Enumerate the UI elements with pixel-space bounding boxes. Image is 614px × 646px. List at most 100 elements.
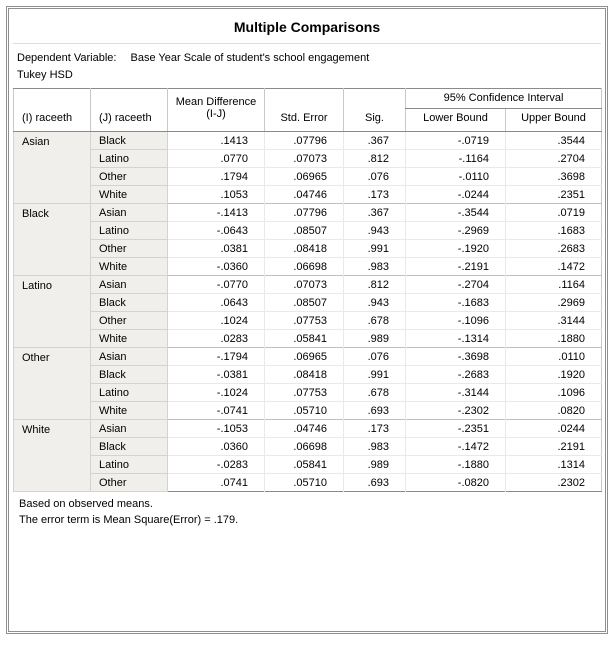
j-raceeth-cell: Asian xyxy=(90,275,168,294)
table-row: Other .0381.08418.991 -.1920.2683 xyxy=(14,239,602,258)
std-error-cell: .06965 xyxy=(264,347,344,366)
upper-bound-cell: .1096 xyxy=(504,383,602,402)
col-header-mean-difference: Mean Difference (I-J) xyxy=(167,88,265,132)
sig-cell: .076 xyxy=(343,167,406,186)
lower-bound-cell: -.3544 xyxy=(405,203,506,222)
dependent-variable-label: Dependent Variable: xyxy=(17,52,117,64)
j-raceeth-cell: White xyxy=(90,329,168,348)
mean-difference-cell: -.0381 xyxy=(167,365,265,384)
sig-cell: .367 xyxy=(343,203,406,222)
lower-bound-cell: -.0244 xyxy=(405,185,506,204)
j-raceeth-cell: Latino xyxy=(90,221,168,240)
j-raceeth-cell: Asian xyxy=(90,203,168,222)
std-error-cell: .07796 xyxy=(264,203,344,222)
table-row: Other .1024.07753.678 -.1096.3144 xyxy=(14,311,602,330)
upper-bound-cell: .3544 xyxy=(504,131,602,150)
lower-bound-cell: -.1920 xyxy=(405,239,506,258)
upper-bound-cell: .2351 xyxy=(504,185,602,204)
upper-bound-cell: .0719 xyxy=(504,203,602,222)
table-row: Other .0741.05710.693 -.0820.2302 xyxy=(14,473,602,492)
col-header-sig: Sig. xyxy=(343,88,406,132)
sig-cell: .678 xyxy=(343,383,406,402)
std-error-cell: .08418 xyxy=(264,365,344,384)
sig-cell: .812 xyxy=(343,149,406,168)
col-header-lower-bound: Lower Bound xyxy=(405,108,506,132)
col-header-upper-bound: Upper Bound xyxy=(504,108,602,132)
j-raceeth-cell: White xyxy=(90,401,168,420)
std-error-cell: .07753 xyxy=(264,383,344,402)
j-raceeth-cell: White xyxy=(90,185,168,204)
std-error-cell: .04746 xyxy=(264,185,344,204)
lower-bound-cell: -.2683 xyxy=(405,365,506,384)
dependent-variable-line: Dependent Variable: Base Year Scale of st… xyxy=(13,44,601,66)
mean-difference-cell: .1024 xyxy=(167,311,265,330)
table-row: Latino -.0643.08507.943 -.2969.1683 xyxy=(14,221,602,240)
j-raceeth-cell: Black xyxy=(90,365,168,384)
mean-difference-cell: .1794 xyxy=(167,167,265,186)
j-raceeth-cell: Latino xyxy=(90,455,168,474)
i-raceeth-cell: Latino xyxy=(13,275,91,348)
std-error-cell: .07073 xyxy=(264,275,344,294)
j-raceeth-cell: Latino xyxy=(90,383,168,402)
sig-cell: .983 xyxy=(343,257,406,276)
j-raceeth-cell: White xyxy=(90,257,168,276)
mean-difference-cell: .0283 xyxy=(167,329,265,348)
j-raceeth-cell: Other xyxy=(90,167,168,186)
table-title: Multiple Comparisons xyxy=(13,9,601,44)
std-error-cell: .07753 xyxy=(264,311,344,330)
mean-difference-cell: .0741 xyxy=(167,473,265,492)
mean-difference-cell: -.0360 xyxy=(167,257,265,276)
lower-bound-cell: -.0110 xyxy=(405,167,506,186)
upper-bound-cell: .3698 xyxy=(504,167,602,186)
i-raceeth-cell: White xyxy=(13,419,91,492)
col-header-confidence-interval: 95% Confidence Interval xyxy=(404,88,602,109)
std-error-cell: .08507 xyxy=(264,221,344,240)
upper-bound-cell: .0110 xyxy=(504,347,602,366)
upper-bound-cell: .2191 xyxy=(504,437,602,456)
table-row: Other Asian -.1794.06965.076 -.3698.0110 xyxy=(13,347,602,420)
table-row: White Asian -.1053.04746.173 -.2351.0244 xyxy=(13,419,602,492)
i-raceeth-cell: Other xyxy=(13,347,91,420)
std-error-cell: .07073 xyxy=(264,149,344,168)
table-row: White -.0360.06698.983 -.2191.1472 xyxy=(14,257,602,276)
sig-cell: .693 xyxy=(343,473,406,492)
lower-bound-cell: -.0719 xyxy=(405,131,506,150)
mean-difference-cell: -.0741 xyxy=(167,401,265,420)
lower-bound-cell: -.1880 xyxy=(405,455,506,474)
sig-cell: .991 xyxy=(343,365,406,384)
lower-bound-cell: -.1314 xyxy=(405,329,506,348)
j-raceeth-cell: Asian xyxy=(90,347,168,366)
lower-bound-cell: -.2969 xyxy=(405,221,506,240)
j-raceeth-cell: Latino xyxy=(90,149,168,168)
mean-difference-cell: .1053 xyxy=(167,185,265,204)
sig-cell: .173 xyxy=(343,185,406,204)
multiple-comparisons-table: (I) raceeth (J) raceeth Mean Difference … xyxy=(13,88,603,492)
upper-bound-cell: .1880 xyxy=(504,329,602,348)
std-error-cell: .06698 xyxy=(264,437,344,456)
mean-difference-cell: -.0770 xyxy=(167,275,265,294)
table-header: (I) raceeth (J) raceeth Mean Difference … xyxy=(13,88,602,132)
sig-cell: .173 xyxy=(343,419,406,438)
spss-output-frame: Multiple Comparisons Dependent Variable:… xyxy=(6,6,608,634)
mean-difference-cell: -.0283 xyxy=(167,455,265,474)
std-error-cell: .04746 xyxy=(264,419,344,438)
method-label: Tukey HSD xyxy=(17,69,73,81)
mean-difference-cell: -.1413 xyxy=(167,203,265,222)
std-error-cell: .08507 xyxy=(264,293,344,312)
std-error-cell: .06698 xyxy=(264,257,344,276)
mean-difference-cell: .0381 xyxy=(167,239,265,258)
table-row: Latino -.0283.05841.989 -.1880.1314 xyxy=(14,455,602,474)
mean-difference-cell: .1413 xyxy=(167,131,265,150)
col-header-std-error: Std. Error xyxy=(264,88,344,132)
mean-difference-cell: -.1794 xyxy=(167,347,265,366)
j-raceeth-cell: Other xyxy=(90,311,168,330)
upper-bound-cell: .1683 xyxy=(504,221,602,240)
mean-difference-cell: -.1053 xyxy=(167,419,265,438)
lower-bound-cell: -.3144 xyxy=(405,383,506,402)
dependent-variable-value: Base Year Scale of student's school enga… xyxy=(130,52,370,64)
sig-cell: .991 xyxy=(343,239,406,258)
table-row: White -.0741.05710.693 -.2302.0820 xyxy=(14,401,602,420)
i-raceeth-cell: Black xyxy=(13,203,91,276)
upper-bound-cell: .1164 xyxy=(504,275,602,294)
mean-difference-cell: .0360 xyxy=(167,437,265,456)
